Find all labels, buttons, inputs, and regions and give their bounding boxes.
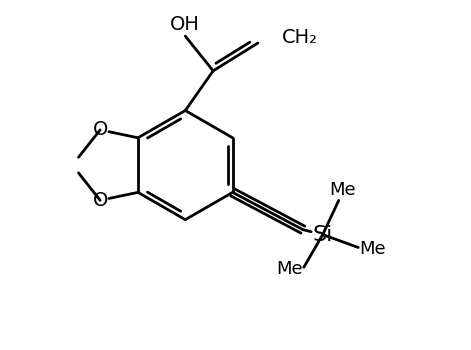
Text: Me: Me	[276, 260, 303, 278]
Text: O: O	[92, 191, 108, 210]
Text: Me: Me	[359, 240, 385, 258]
Text: Me: Me	[329, 182, 356, 199]
Text: Si: Si	[313, 225, 333, 245]
Text: O: O	[92, 120, 108, 139]
Text: CH₂: CH₂	[282, 28, 318, 47]
Text: OH: OH	[171, 15, 200, 34]
